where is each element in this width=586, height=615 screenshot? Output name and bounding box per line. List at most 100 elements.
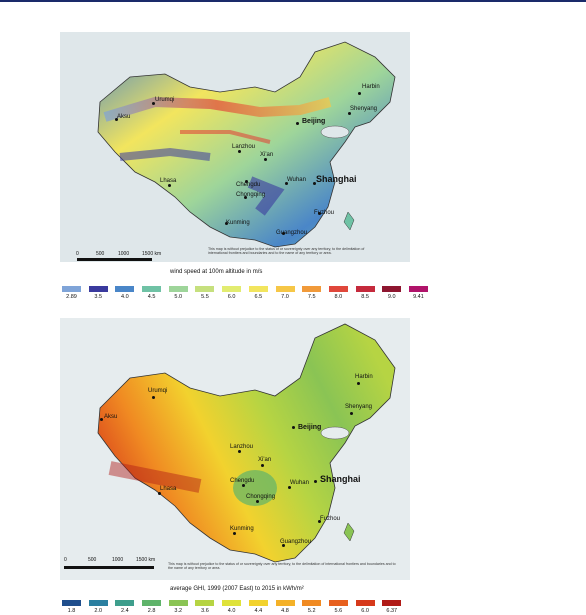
- legend-color-box: [355, 286, 375, 292]
- ghi-map-graphic: [97, 323, 396, 563]
- legend-color-box: [88, 286, 108, 292]
- city-label: Lhasa: [160, 178, 177, 184]
- scale-label: 1500 km: [142, 251, 162, 257]
- legend-swatch: 3.5: [88, 286, 108, 300]
- city-dot: [238, 150, 241, 153]
- legend-color-box: [248, 600, 268, 606]
- map-disclaimer: This map is without prejudice to the sta…: [168, 562, 396, 571]
- legend-color-box: [142, 600, 162, 606]
- city-dot: [358, 92, 361, 95]
- legend-swatch: 6.0: [222, 286, 242, 300]
- legend-label: 2.0: [94, 608, 103, 614]
- city-label: Chongqing: [236, 192, 266, 198]
- city-label: Harbin: [362, 84, 380, 90]
- legend-swatch: 8.5: [355, 286, 375, 300]
- legend-color-box: [275, 600, 295, 606]
- scale-label: 1500 km: [136, 557, 156, 563]
- city-dot: [350, 412, 353, 415]
- legend-label: 5.2: [307, 608, 316, 614]
- legend-color-box: [195, 286, 215, 292]
- city-label: Guangzhou: [280, 539, 312, 545]
- legend-swatch: 2.89: [62, 286, 81, 300]
- city-dot: [245, 180, 248, 183]
- city-dot: [152, 396, 155, 399]
- legend-swatch: 7.5: [302, 286, 322, 300]
- city-dot: [242, 484, 245, 487]
- city-dot: [261, 464, 264, 467]
- wind-legend-title: wind speed at 100m altitude in m/s: [170, 269, 263, 275]
- city-dot: [357, 382, 360, 385]
- legend-swatch: 8.0: [328, 286, 348, 300]
- legend-label: 3.5: [94, 294, 103, 300]
- legend-swatch: 6.0: [355, 600, 375, 614]
- legend-label: 8.5: [361, 294, 369, 300]
- city-dot: [292, 426, 295, 429]
- city-label: Beijing: [298, 424, 322, 431]
- legend-swatch: 5.5: [195, 286, 215, 300]
- city-dot: [168, 184, 171, 187]
- city-label: Shenyang: [350, 106, 378, 112]
- ghi-legend: 1.8 2.0 2.4 2.8 3.2 3.6 4.0 4.4 4.8 5.2 5.6 6.0 6.37: [62, 600, 409, 614]
- city-dot: [288, 486, 291, 489]
- legend-label: 9.0: [387, 294, 396, 300]
- city-label: Kunming: [230, 526, 254, 532]
- legend-label: 5.6: [334, 608, 343, 614]
- city-dot: [233, 532, 236, 535]
- legend-swatch: 6.5: [248, 286, 268, 300]
- legend-swatch: 5.6: [328, 600, 348, 614]
- map-disclaimer: This map is without prejudice to the sta…: [208, 247, 365, 256]
- china-outline: [97, 323, 396, 563]
- legend-color-box: [328, 600, 348, 606]
- scale-label: 1000: [118, 251, 130, 257]
- legend-color-box: [275, 286, 295, 292]
- legend-label: 5.5: [201, 294, 209, 300]
- legend-color-box: [168, 286, 188, 292]
- legend-label: 2.8: [147, 608, 156, 614]
- wind-map-graphic: [97, 41, 396, 248]
- solar-ghi-map: Urumqi Aksu Harbin Shenyang Beijing Lanz…: [60, 318, 410, 580]
- legend-swatch: 5.2: [302, 600, 322, 614]
- legend-label: 4.5: [147, 294, 156, 300]
- city-dot: [152, 102, 155, 105]
- legend-color-box: [115, 600, 135, 606]
- city-label: Urumqi: [155, 97, 175, 103]
- city-label: Shenyang: [345, 404, 373, 410]
- city-label: Aksu: [117, 114, 131, 120]
- city-label: Lanzhou: [230, 444, 254, 450]
- legend-color-box: [142, 286, 162, 292]
- wind-legend: 2.89 3.5 4.0 4.5 5.0 5.5 6.0 6.5 7.0 7.5 8.0 8.5 9.0…: [62, 286, 436, 300]
- ghi-legend-title: average GHI, 1999 (2007 East) to 2015 in…: [170, 586, 304, 592]
- legend-label: 4.0: [121, 294, 129, 300]
- legend-label: 4.0: [227, 608, 236, 614]
- legend-label: 6.0: [361, 608, 369, 614]
- scale-label: 500: [96, 251, 105, 257]
- legend-color-box: [408, 286, 428, 292]
- top-rule: [0, 0, 586, 2]
- city-label: Fuzhou: [314, 210, 335, 216]
- city-dot: [282, 232, 285, 235]
- legend-label: 7.5: [307, 294, 316, 300]
- legend-color-box: [328, 286, 348, 292]
- legend-swatch: 9.41: [408, 286, 428, 300]
- legend-swatch: 4.8: [275, 600, 295, 614]
- city-dot: [256, 500, 259, 503]
- city-dot: [285, 182, 288, 185]
- scale-label: 500: [88, 557, 97, 563]
- legend-swatch: 9.0: [382, 286, 402, 300]
- legend-swatch: 3.2: [168, 600, 188, 614]
- city-label: Lanzhou: [232, 144, 256, 150]
- city-label: Shanghai: [316, 174, 357, 184]
- legend-color-box: [88, 600, 108, 606]
- city-label: Shanghai: [320, 474, 361, 484]
- legend-swatch: 2.0: [88, 600, 108, 614]
- city-dot: [296, 122, 299, 125]
- legend-color-box: [382, 600, 402, 606]
- legend-label: 3.6: [201, 608, 209, 614]
- legend-color-box: [302, 286, 322, 292]
- city-dot: [318, 520, 321, 523]
- city-label: Aksu: [104, 414, 118, 420]
- legend-swatch: 3.6: [195, 600, 215, 614]
- legend-swatch: 4.5: [142, 286, 162, 300]
- city-dot: [100, 418, 103, 421]
- city-label: Harbin: [355, 374, 373, 380]
